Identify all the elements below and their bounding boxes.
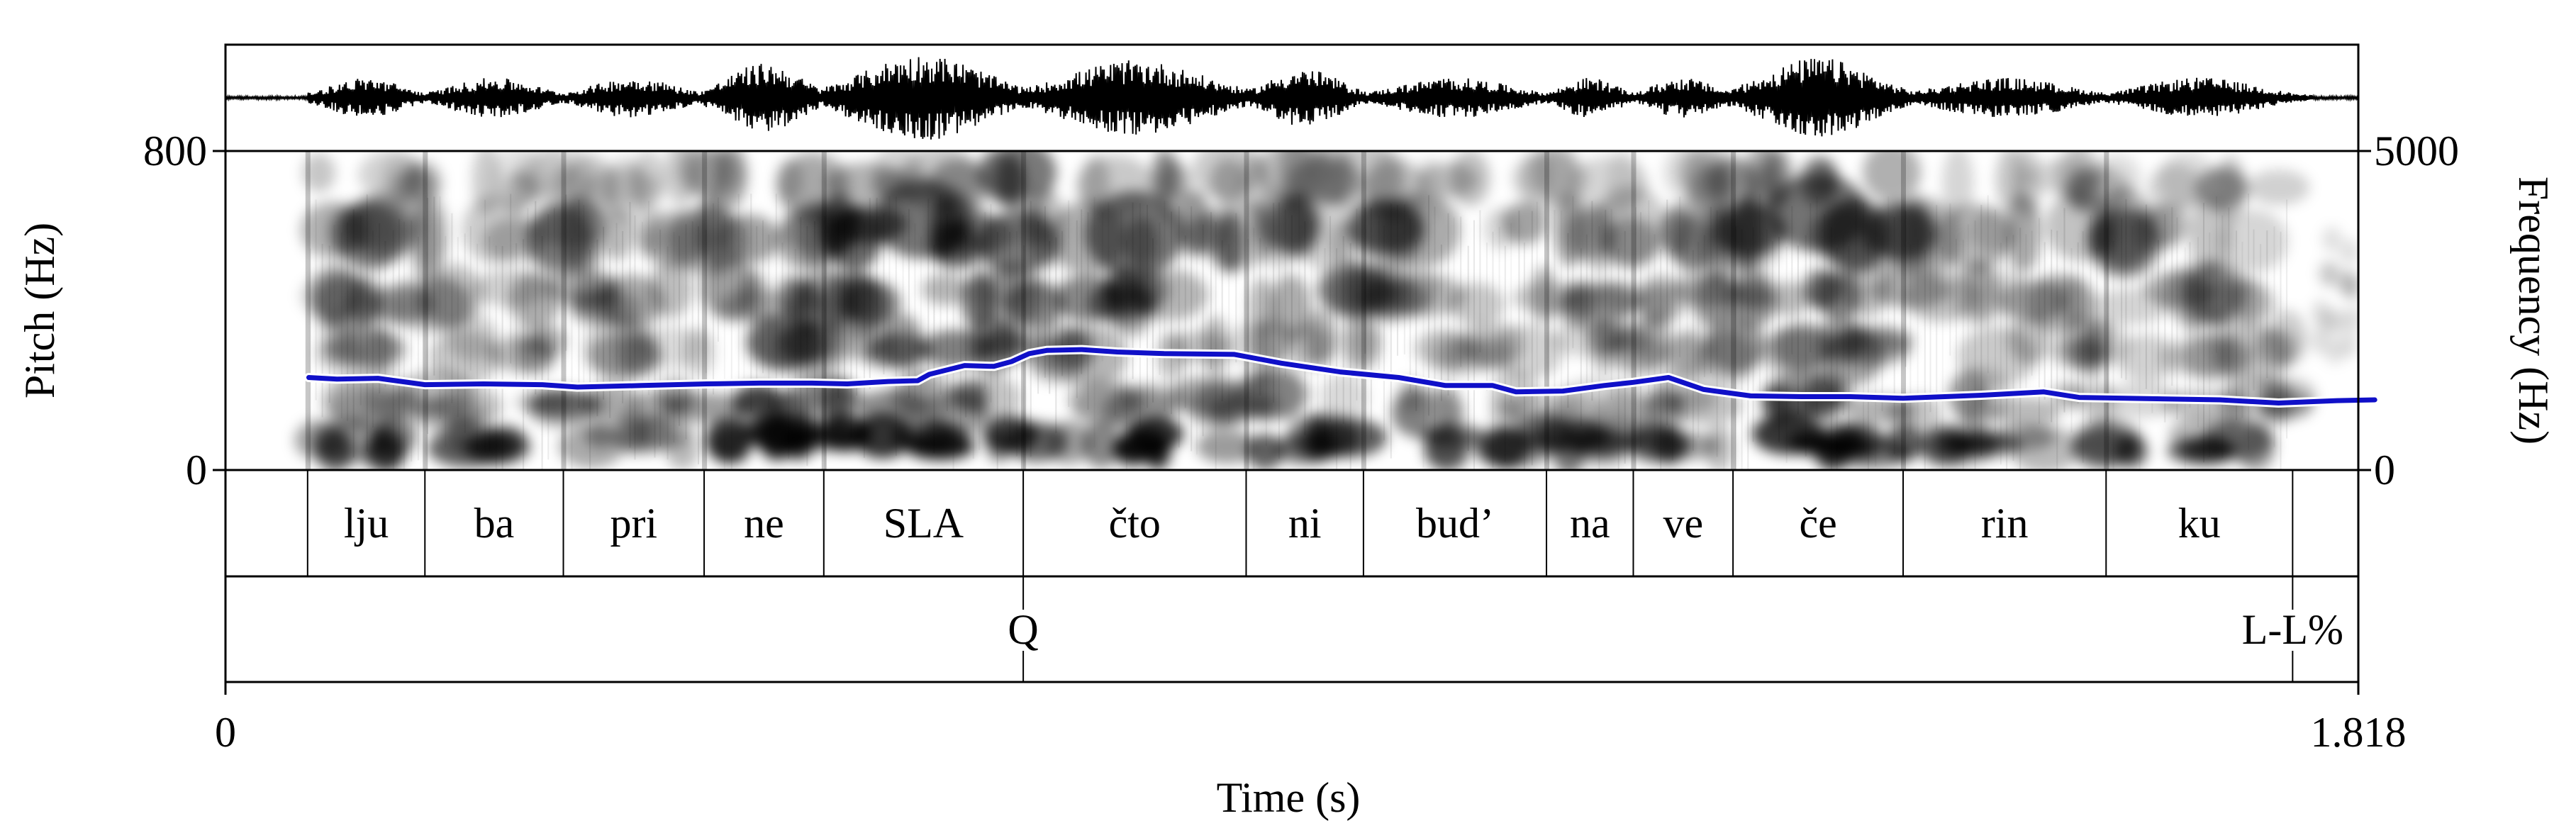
syllable-label: rin: [1981, 500, 2029, 547]
syllable-label: bud’: [1416, 500, 1494, 547]
syllable-label: ni: [1288, 500, 1322, 547]
right-axis-title: Frequency (Hz): [2510, 177, 2557, 445]
x-axis-title: Time (s): [1217, 774, 1361, 821]
tone-label: L-L%: [2242, 606, 2343, 653]
left-axis-title: Pitch (Hz): [16, 223, 63, 398]
syllable-label: ve: [1663, 500, 1703, 547]
syllable-label: čto: [1109, 500, 1161, 547]
tone-label: Q: [1008, 606, 1038, 653]
pitch-min-label: 0: [186, 447, 207, 493]
freq-max-label: 5000: [2374, 128, 2459, 174]
time-start-label: 0: [215, 709, 236, 756]
tone-tier: Q L-L%: [224, 575, 2360, 683]
syllable-label: na: [1570, 500, 1610, 547]
syllable-label: ba: [474, 500, 515, 547]
syllable-label: lju: [344, 500, 389, 547]
spectrogram-striations: [305, 151, 2288, 470]
freq-min-label: 0: [2374, 447, 2395, 493]
pitch-track: [306, 347, 2377, 406]
syllable-tier: lju ba pri ne SLA čto ni bud’ na ve če rin ku: [224, 469, 2360, 578]
syllable-label: če: [1799, 500, 1836, 547]
syllable-label: pri: [610, 500, 657, 547]
spectrogram: [294, 151, 2358, 470]
waveform: [225, 57, 2359, 140]
tone-tier-frame: [224, 575, 2360, 683]
pitch-max-label: 800: [143, 128, 207, 174]
syllable-label: ku: [2178, 500, 2221, 547]
syllable-label: ne: [744, 500, 784, 547]
waveform-panel: [224, 43, 2360, 152]
syllable-label: SLA: [883, 500, 964, 547]
axes: 800 0 5000 0 0 1.818 Time (s) Pitch (Hz)…: [16, 128, 2557, 821]
spectrogram-panel: [224, 150, 2380, 471]
time-end-label: 1.818: [2311, 709, 2407, 756]
